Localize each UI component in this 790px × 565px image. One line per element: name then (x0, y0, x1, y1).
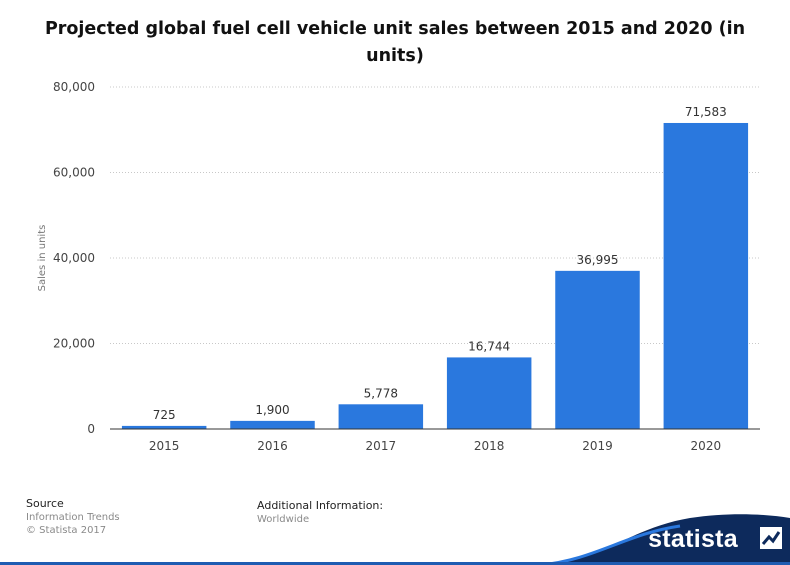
data-label: 1,900 (255, 403, 289, 417)
additional-info-value: Worldwide (257, 514, 310, 525)
bar (555, 270, 640, 429)
x-tick-label: 2015 (149, 439, 180, 453)
bar (338, 404, 424, 429)
y-tick-label: 80,000 (53, 80, 95, 94)
bar (446, 357, 532, 429)
data-label: 36,995 (577, 253, 619, 267)
data-label: 71,583 (685, 105, 727, 119)
bar (663, 122, 749, 430)
additional-info-heading: Additional Information: (257, 499, 384, 512)
y-tick-label: 60,000 (53, 166, 95, 180)
data-label: 5,778 (364, 386, 398, 400)
bottom-accent-line (0, 562, 790, 565)
bar (121, 425, 207, 429)
bar-chart: 0 20,000 40,000 60,000 80,000 Sales in units 7… (37, 80, 760, 453)
x-tick-label: 2020 (691, 439, 722, 453)
x-tick-label: 2019 (582, 439, 613, 453)
data-label: 16,744 (468, 339, 510, 353)
y-tick-label: 40,000 (53, 251, 95, 265)
brand-name: statista (648, 525, 738, 553)
x-tick-label: 2018 (474, 439, 505, 453)
additional-info-block: Additional Information: Worldwide (257, 499, 383, 526)
y-axis-title: Sales in units (37, 225, 48, 292)
chart-title: Projected global fuel cell vehicle unit … (44, 19, 746, 66)
source-block: Source Information Trends © Statista 201… (26, 497, 120, 537)
x-tick-label: 2017 (366, 439, 397, 453)
source-name[interactable]: Information Trends (26, 512, 120, 523)
statista-icon (760, 527, 782, 549)
y-tick-label: 0 (87, 422, 95, 436)
x-tick-label: 2016 (257, 439, 288, 453)
bar (230, 420, 315, 429)
source-heading: Source (26, 497, 64, 510)
data-label: 725 (153, 408, 176, 422)
copyright: © Statista 2017 (26, 525, 107, 536)
statista-logo[interactable]: statista (540, 510, 790, 565)
y-tick-label: 20,000 (53, 337, 95, 351)
